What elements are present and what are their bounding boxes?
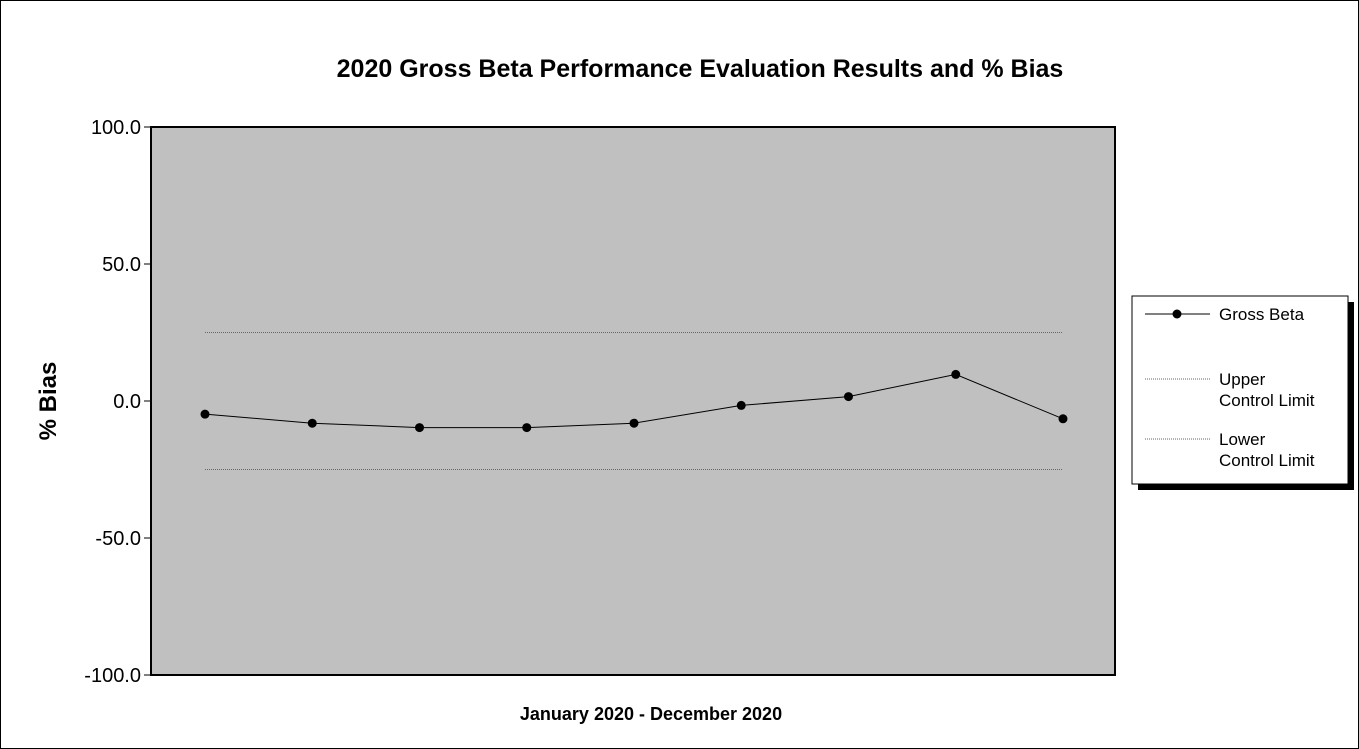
legend: Gross Beta Upper Control Limit Lower Con… (1131, 295, 1354, 490)
data-point (415, 423, 424, 433)
legend-label-gross-beta: Gross Beta (1219, 305, 1305, 324)
y-tick-label: -50.0 (95, 528, 141, 550)
y-axis-ticks: 100.0 50.0 0.0 -50.0 -100.0 (84, 117, 151, 687)
data-point (629, 418, 639, 428)
legend-label-lower-limit: Lower Control Limit (1219, 430, 1315, 470)
data-point (951, 369, 961, 379)
y-tick-label: 100.0 (91, 117, 141, 139)
legend-label-upper-limit: Upper Control Limit (1219, 370, 1315, 410)
legend-label-lower-line2: Control Limit (1219, 451, 1315, 470)
y-tick-label: 50.0 (102, 254, 141, 276)
legend-marker-gross-beta (1172, 309, 1182, 319)
data-point (307, 418, 317, 428)
legend-label-upper-line2: Control Limit (1219, 391, 1315, 410)
series-gross-beta (200, 369, 1068, 433)
data-point (844, 392, 853, 402)
data-point (736, 400, 746, 410)
y-tick-label: -100.0 (84, 665, 141, 687)
data-point (522, 423, 532, 433)
data-point (200, 409, 210, 419)
legend-label-lower-line1: Lower (1219, 430, 1266, 449)
plot-area (150, 126, 1116, 676)
y-axis-label: % Bias (35, 362, 62, 441)
control-limit-lines (205, 332, 1063, 470)
y-tick-label: 0.0 (113, 391, 141, 413)
legend-box (1131, 295, 1349, 485)
x-axis-label: January 2020 - December 2020 (520, 704, 782, 724)
data-point (1058, 414, 1068, 424)
legend-label-upper-line1: Upper (1219, 370, 1266, 389)
chart-title: 2020 Gross Beta Performance Evaluation R… (337, 55, 1064, 83)
